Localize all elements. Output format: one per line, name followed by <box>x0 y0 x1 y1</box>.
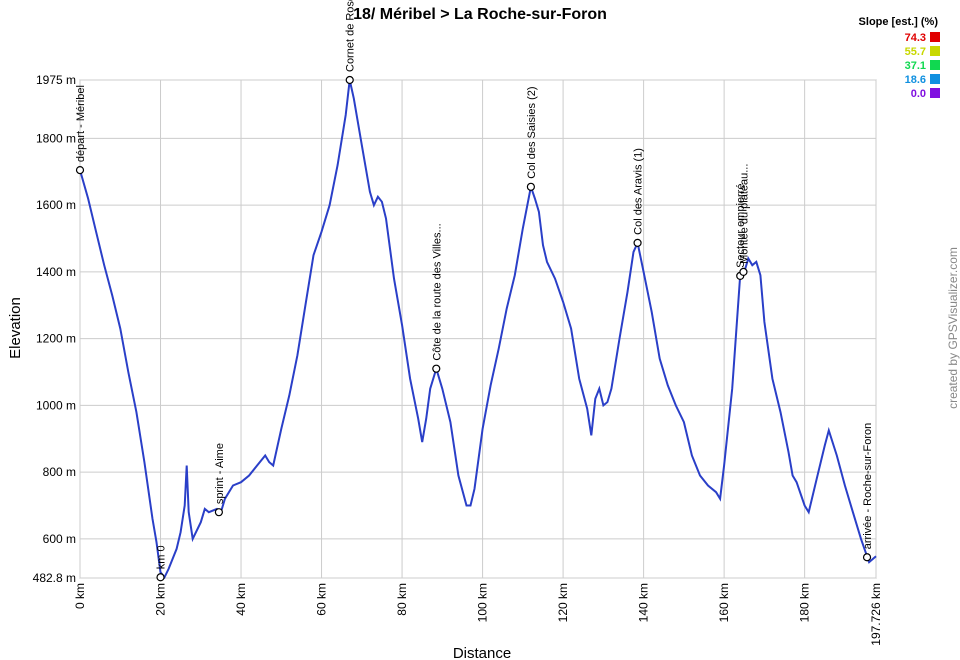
y-tick-label: 1000 m <box>36 398 76 412</box>
legend-title: Slope [est.] (%) <box>859 16 939 28</box>
x-tick-label: 197.726 km <box>869 583 883 646</box>
waypoint-marker <box>345 75 354 85</box>
x-tick-label: 0 km <box>73 583 87 609</box>
y-tick-label: 600 m <box>43 532 76 546</box>
legend-swatch <box>930 88 940 98</box>
y-tick-label: 800 m <box>43 465 76 479</box>
y-tick-label: 1400 m <box>36 265 76 279</box>
x-axis-label: Distance <box>453 645 511 660</box>
waypoint-label: km 0 <box>156 545 168 569</box>
credit: created by GPSVisualizer.com <box>946 247 960 409</box>
legend-swatch <box>930 32 940 42</box>
waypoint-label: Cornet de Roselend <box>345 0 357 72</box>
x-tick-label: 40 km <box>234 583 248 616</box>
waypoint-label: départ - Méribel <box>75 85 87 162</box>
plot-area <box>79 79 877 579</box>
y-tick-label: 482.8 m <box>33 571 76 585</box>
waypoint-label: Montée du plateau... <box>738 164 750 264</box>
waypoint-marker <box>75 166 85 175</box>
waypoint-label: arrivée - Roche-sur-Foron <box>862 423 874 550</box>
x-tick-label: 20 km <box>154 583 168 616</box>
waypoint-marker <box>739 267 748 276</box>
legend-label: 74.3 <box>905 32 926 44</box>
waypoint-marker <box>633 238 642 247</box>
y-tick-label: 1800 m <box>36 131 76 145</box>
waypoint-label: Col des Saisies (2) <box>526 86 538 178</box>
x-tick-label: 160 km <box>717 583 731 622</box>
x-tick-label: 120 km <box>556 583 570 622</box>
y-tick-label: 1975 m <box>36 73 76 87</box>
y-axis-label: Elevation <box>7 297 24 359</box>
waypoint-label: Col des Aravis (1) <box>633 148 645 235</box>
legend-swatch <box>930 60 940 70</box>
waypoint-marker <box>156 573 165 582</box>
legend-label: 18.6 <box>905 74 926 86</box>
waypoint-marker <box>214 508 223 517</box>
x-tick-label: 140 km <box>637 583 651 622</box>
x-tick-label: 180 km <box>798 583 812 622</box>
y-tick-label: 1200 m <box>36 332 76 346</box>
x-tick-label: 100 km <box>476 583 490 622</box>
waypoint-label: Secteur empierré <box>735 184 747 268</box>
waypoint-marker <box>526 182 535 191</box>
y-tick-label: 1600 m <box>36 198 76 212</box>
waypoint-marker <box>432 364 441 373</box>
x-tick-label: 60 km <box>315 583 329 616</box>
legend-swatch <box>930 46 940 56</box>
chart-title: 18/ Méribel > La Roche-sur-Foron <box>353 6 607 23</box>
legend-label: 0.0 <box>911 88 926 100</box>
legend-label: 37.1 <box>905 60 926 72</box>
waypoint-label: sprint - Aime <box>214 443 226 504</box>
waypoint-label: Côte de la route des Villes... <box>431 223 443 360</box>
waypoint-marker <box>862 553 872 562</box>
legend-label: 55.7 <box>905 46 926 58</box>
x-tick-label: 80 km <box>395 583 409 616</box>
legend-swatch <box>930 74 940 84</box>
